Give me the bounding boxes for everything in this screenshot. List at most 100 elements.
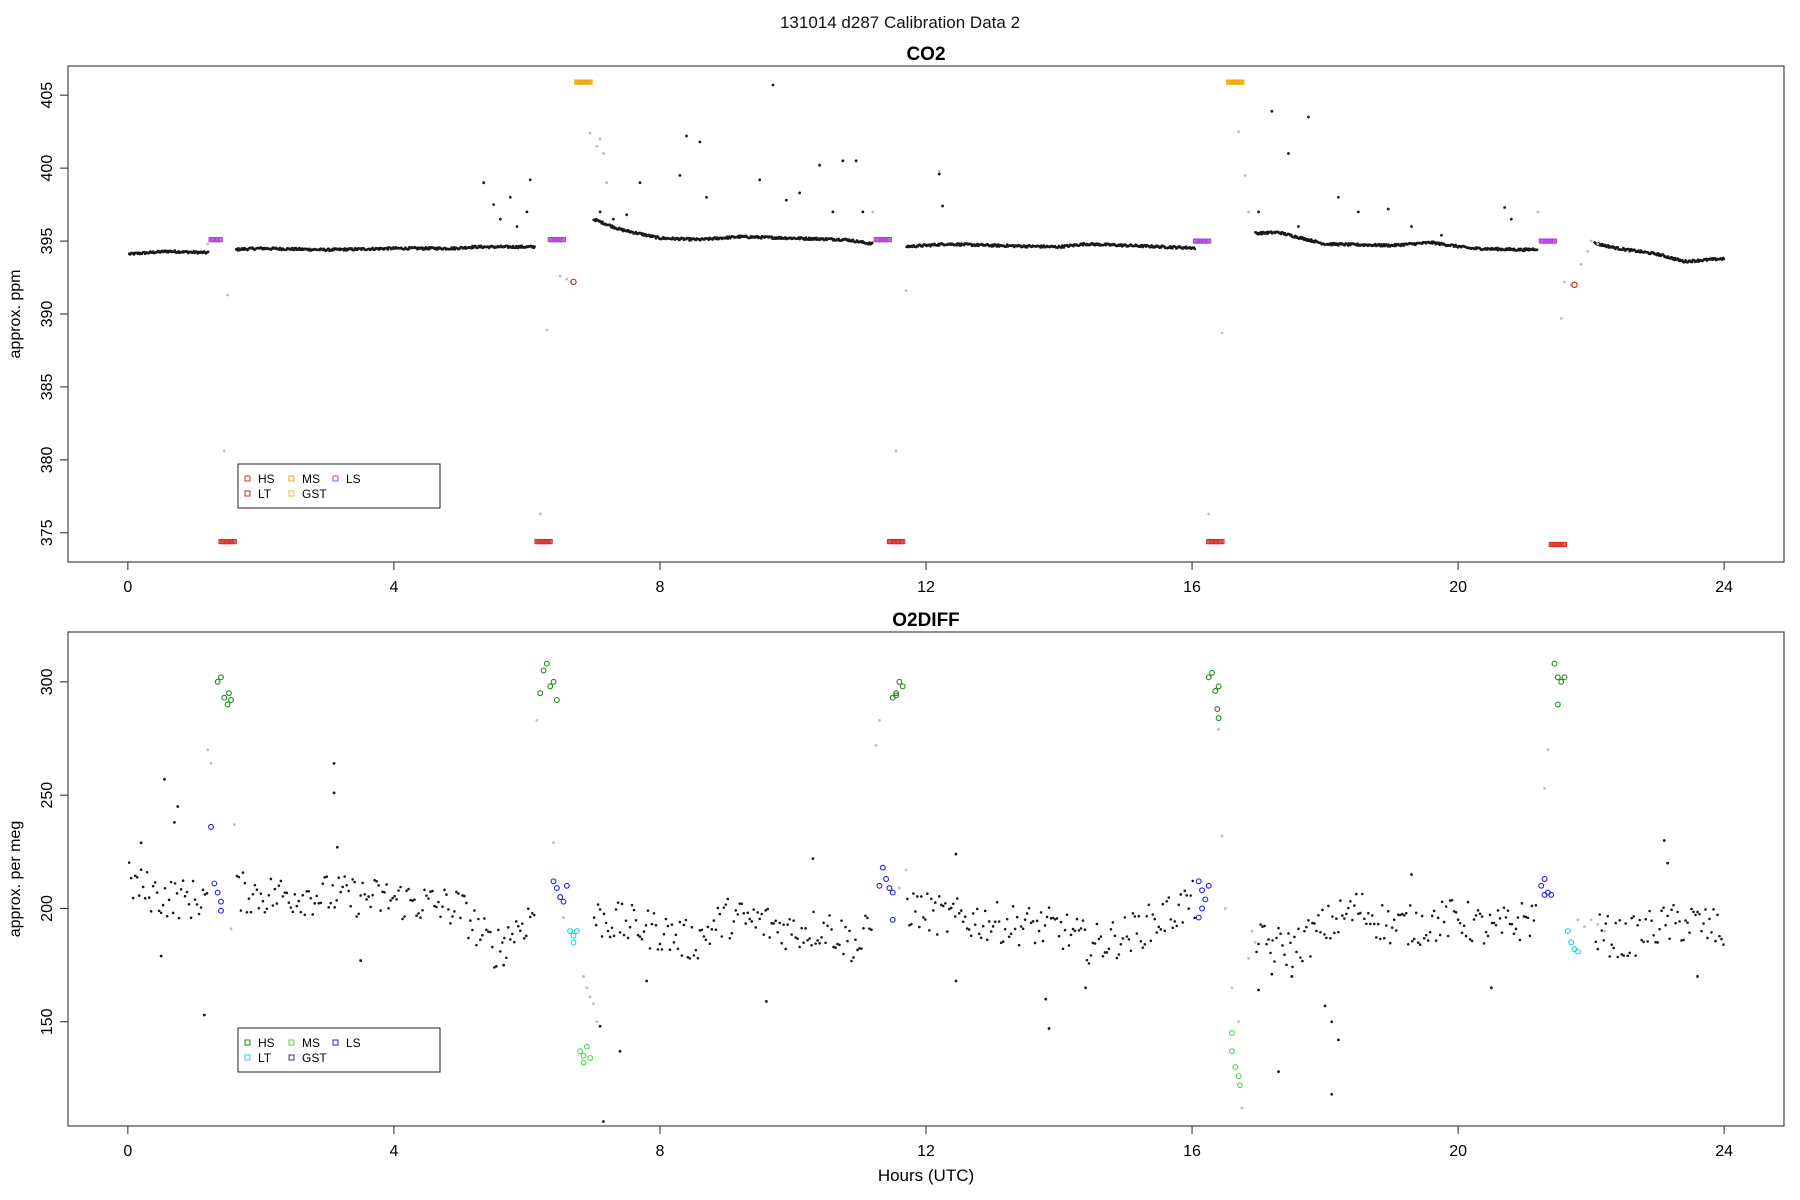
data-point (1506, 909, 1510, 912)
data-point (167, 898, 171, 902)
data-point (800, 926, 803, 930)
data-point (206, 250, 210, 254)
data-point (205, 891, 209, 895)
calibration-point-ls (215, 237, 221, 243)
data-point (1011, 905, 1015, 908)
calibration-point-ls (1551, 238, 1558, 244)
calibration-point-hs (1212, 539, 1218, 545)
calibration-point-hs (900, 539, 906, 545)
data-point (463, 894, 466, 898)
data-point (1378, 937, 1382, 941)
data-point (1293, 935, 1296, 939)
data-point (792, 919, 795, 922)
calibration-point-ls (873, 237, 879, 243)
data-point (257, 906, 261, 910)
data-point (1183, 889, 1187, 893)
data-point (842, 952, 845, 956)
data-point (1157, 925, 1161, 929)
data-point (1500, 931, 1504, 934)
calibration-point-hs (893, 539, 899, 545)
data-point (1410, 939, 1414, 943)
data-point (1323, 933, 1326, 936)
flagged-point (1217, 728, 1221, 731)
data-point (1490, 921, 1494, 925)
calibration-point-ls (886, 237, 892, 243)
data-point (183, 894, 187, 898)
data-point (1482, 942, 1486, 945)
data-point (1155, 931, 1159, 934)
data-point (638, 935, 642, 939)
data-point (838, 943, 841, 947)
data-point (660, 948, 664, 951)
data-point (1642, 940, 1645, 944)
calibration-point-ls (1541, 891, 1548, 898)
data-point (730, 931, 734, 935)
legend-box (237, 1027, 441, 1073)
flagged-point (1596, 922, 1600, 926)
calibration-point-hs (1207, 539, 1213, 545)
calibration-point-hs (1215, 715, 1222, 722)
data-point (1404, 911, 1408, 915)
data-point (1516, 916, 1520, 919)
data-point (1049, 917, 1053, 920)
data-point (1634, 954, 1637, 957)
chart-title: O2DIFF (892, 610, 960, 631)
data-point (1069, 933, 1073, 937)
data-point (1400, 912, 1404, 916)
data-point (1023, 918, 1027, 921)
data-point (453, 910, 456, 913)
data-point (1323, 1004, 1327, 1008)
data-point (1311, 921, 1314, 925)
data-point (163, 886, 167, 890)
legend-label: LT (258, 1051, 272, 1065)
calibration-point-ms (1226, 79, 1232, 85)
data-point (273, 887, 277, 891)
x-tick-label: 8 (656, 579, 665, 596)
data-point (1303, 929, 1306, 933)
calibration-point-ls (208, 237, 214, 243)
data-point (965, 927, 969, 930)
data-point (1426, 939, 1430, 942)
data-point (1510, 922, 1514, 926)
data-point (688, 957, 692, 960)
data-point (782, 923, 785, 926)
data-point (345, 883, 348, 887)
calibration-point-ls (1203, 238, 1209, 244)
data-point (1386, 909, 1390, 913)
data-point (979, 936, 983, 940)
data-point (812, 910, 815, 914)
data-point (1478, 912, 1482, 916)
data-point (1532, 919, 1536, 922)
flagged-point (1237, 130, 1241, 134)
data-point (598, 210, 602, 214)
data-point (856, 948, 859, 952)
data-point (307, 890, 311, 893)
calibration-point-hs (539, 539, 545, 545)
data-point (951, 902, 955, 906)
x-tick-label: 20 (1449, 1143, 1467, 1160)
data-point (1291, 965, 1294, 969)
calibration-point-hs (231, 539, 237, 545)
data-point (261, 899, 265, 903)
data-point (1003, 927, 1007, 931)
data-point (1638, 918, 1641, 922)
data-point (1001, 940, 1005, 943)
data-point (1133, 915, 1137, 918)
calibration-point-ls (886, 885, 893, 892)
data-point (1053, 918, 1057, 921)
data-point (1265, 942, 1268, 946)
data-point (131, 896, 135, 900)
data-point (341, 885, 344, 889)
data-point (1333, 931, 1336, 935)
data-point (271, 904, 275, 907)
data-point (492, 203, 496, 206)
data-point (1686, 921, 1689, 924)
data-point (532, 913, 536, 917)
calibration-point-hs (230, 539, 236, 545)
data-point (912, 892, 915, 895)
data-point (1494, 923, 1498, 927)
data-point (866, 916, 869, 920)
data-point (1664, 923, 1667, 927)
data-point (1688, 931, 1691, 934)
data-point (1109, 927, 1113, 931)
